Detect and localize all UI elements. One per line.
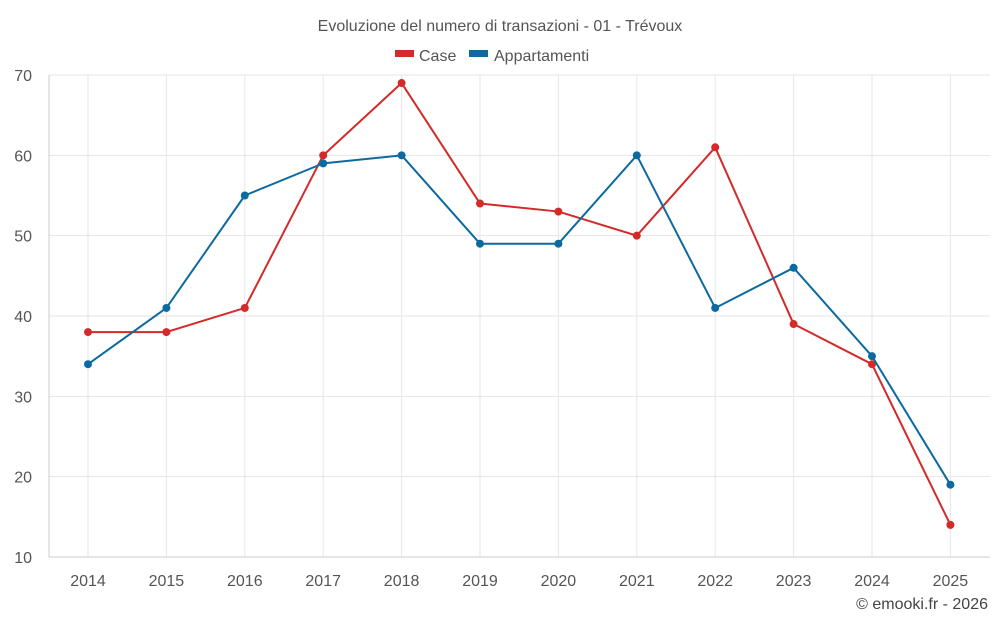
legend-swatch-appartamenti — [469, 50, 488, 57]
data-point-appartamenti[interactable] — [476, 239, 484, 248]
x-tick-label: 2018 — [384, 573, 420, 590]
legend-label-case: Case — [419, 48, 456, 65]
data-point-appartamenti[interactable] — [868, 352, 876, 361]
data-point-appartamenti[interactable] — [789, 263, 798, 272]
legend: Case Appartamenti — [395, 48, 589, 65]
data-point-case[interactable] — [319, 151, 328, 160]
y-tick-label: 70 — [14, 68, 32, 85]
x-tick-label: 2024 — [854, 573, 890, 590]
data-point-case[interactable] — [476, 199, 484, 208]
x-tick-label: 2016 — [227, 573, 263, 590]
chart-title: Evoluzione del numero di transazioni - 0… — [318, 18, 683, 35]
y-tick-label: 10 — [14, 550, 32, 567]
data-point-appartamenti[interactable] — [319, 159, 328, 168]
data-point-appartamenti[interactable] — [84, 360, 92, 369]
data-point-case[interactable] — [632, 231, 641, 240]
data-point-case[interactable] — [397, 79, 406, 88]
series-line-case — [88, 82, 952, 526]
x-tick-label: 2021 — [619, 573, 655, 590]
data-point-case[interactable] — [240, 303, 249, 312]
y-axis: 10 20 30 40 50 60 70 — [14, 68, 50, 567]
x-tick-label: 2025 — [933, 573, 969, 590]
y-tick-label: 30 — [14, 389, 32, 406]
x-tick-label: 2019 — [462, 573, 498, 590]
data-point-case[interactable] — [868, 360, 876, 369]
series-appartamenti — [84, 151, 955, 489]
gridlines — [49, 74, 990, 557]
data-point-case[interactable] — [946, 520, 955, 529]
x-tick-label: 2020 — [541, 573, 577, 590]
data-point-case[interactable] — [84, 328, 92, 337]
x-tick-label: 2023 — [776, 573, 812, 590]
series — [84, 79, 955, 529]
x-tick-label: 2017 — [305, 573, 341, 590]
legend-swatch-case — [395, 50, 414, 57]
data-point-case[interactable] — [554, 207, 563, 216]
data-point-appartamenti[interactable] — [946, 480, 955, 489]
x-tick-label: 2014 — [70, 573, 106, 590]
data-point-appartamenti[interactable] — [162, 303, 171, 312]
legend-item-case[interactable]: Case — [395, 48, 456, 65]
series-line-appartamenti — [87, 154, 952, 486]
data-point-appartamenti[interactable] — [397, 151, 406, 160]
legend-label-appartamenti: Appartamenti — [494, 48, 589, 65]
data-point-appartamenti[interactable] — [240, 191, 249, 200]
data-point-case[interactable] — [711, 143, 720, 152]
x-tick-label: 2022 — [697, 573, 733, 590]
y-tick-label: 40 — [14, 309, 32, 326]
data-point-appartamenti[interactable] — [632, 151, 641, 160]
y-tick-label: 50 — [14, 229, 32, 246]
credit-text: © emooki.fr - 2026 — [856, 596, 988, 613]
data-point-case[interactable] — [162, 328, 171, 337]
y-tick-label: 60 — [14, 148, 32, 165]
series-case — [84, 79, 955, 529]
data-point-case[interactable] — [789, 320, 798, 329]
legend-item-appartamenti[interactable]: Appartamenti — [469, 48, 589, 65]
x-axis: 2014 2015 2016 2017 2018 2019 2020 2021 2022 2023… — [49, 556, 990, 590]
x-tick-label: 2015 — [149, 573, 185, 590]
y-tick-label: 20 — [14, 470, 32, 487]
data-point-appartamenti[interactable] — [554, 239, 563, 248]
data-point-appartamenti[interactable] — [711, 303, 720, 312]
